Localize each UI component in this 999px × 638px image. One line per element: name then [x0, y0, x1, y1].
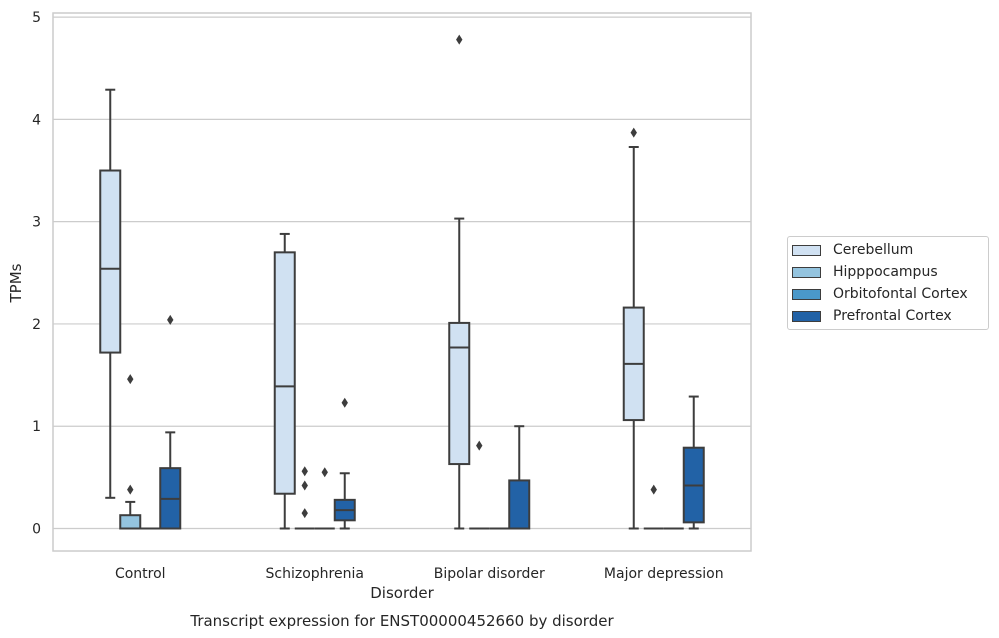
box-prefrontal-cortex	[159, 314, 182, 530]
y-tick-label: 4	[32, 112, 41, 128]
box-hipppocampus	[469, 440, 490, 530]
iqr-box	[508, 479, 531, 530]
y-axis-label: TPMs	[7, 263, 25, 303]
x-tick-labels: Control Schizophrenia Bipolar disorder Majo…	[115, 566, 724, 582]
legend-item-prefrontal: Prefrontal Cortex	[792, 307, 952, 325]
y-tick-label: 1	[32, 419, 41, 435]
y-tick-label: 5	[32, 10, 41, 26]
outlier-point	[167, 314, 174, 325]
gridlines	[53, 16, 751, 530]
box-hipppocampus	[294, 466, 315, 530]
legend-item-orbitofrontal: Orbitofontal Cortex	[792, 285, 968, 303]
box-cerebellum	[99, 88, 122, 499]
outlier-point	[650, 484, 657, 495]
legend: Cerebellum Hipppocampus Orbitofontal Cor…	[787, 236, 989, 330]
legend-swatch-cerebellum	[792, 244, 821, 256]
legend-item-cerebellum: Cerebellum	[792, 241, 913, 259]
boxes	[99, 34, 705, 530]
outlier-point	[630, 127, 637, 138]
iqr-box	[273, 251, 296, 495]
outlier-point	[301, 466, 308, 477]
x-tick-label: Major depression	[604, 566, 724, 582]
iqr-box	[448, 321, 471, 466]
y-tick-label: 2	[32, 317, 41, 333]
box-hipppocampus	[643, 484, 664, 530]
x-tick-label: Bipolar disorder	[434, 566, 545, 582]
box-hipppocampus	[119, 374, 142, 530]
outlier-point	[127, 484, 134, 495]
box-prefrontal-cortex	[682, 395, 705, 530]
outlier-point	[321, 467, 328, 478]
x-tick-label: Schizophrenia	[266, 566, 364, 582]
plot-frame	[52, 12, 752, 552]
outlier-point	[341, 397, 348, 408]
box-cerebellum	[448, 34, 471, 530]
y-tick-label: 3	[32, 215, 41, 231]
outlier-point	[301, 480, 308, 491]
chart-caption: Transcript expression for ENST0000045266…	[189, 612, 614, 630]
legend-label: Prefrontal Cortex	[833, 308, 952, 324]
y-tick-labels: 0 1 2 3 4 5	[32, 10, 41, 537]
iqr-box	[99, 169, 122, 354]
legend-label: Orbitofontal Cortex	[833, 286, 968, 302]
legend-label: Cerebellum	[833, 242, 914, 258]
outlier-point	[476, 440, 483, 451]
box-cerebellum	[273, 232, 296, 530]
box-orbitofontal-cortex	[314, 467, 335, 530]
outlier-point	[127, 374, 134, 385]
outlier-point	[456, 34, 463, 45]
legend-swatch-prefrontal	[792, 310, 821, 322]
legend-label: Hipppocampus	[833, 264, 938, 280]
box-prefrontal-cortex	[508, 425, 531, 530]
y-tick-label: 0	[32, 521, 41, 537]
box-cerebellum	[622, 127, 645, 530]
legend-swatch-hippocampus	[792, 266, 821, 278]
legend-swatch-orbitofrontal	[792, 288, 821, 300]
legend-item-hippocampus: Hipppocampus	[792, 263, 938, 281]
x-axis-label: Disorder	[370, 584, 434, 602]
outlier-point	[301, 508, 308, 519]
box-prefrontal-cortex	[333, 397, 356, 530]
iqr-box	[119, 514, 142, 530]
x-tick-label: Control	[115, 566, 166, 582]
